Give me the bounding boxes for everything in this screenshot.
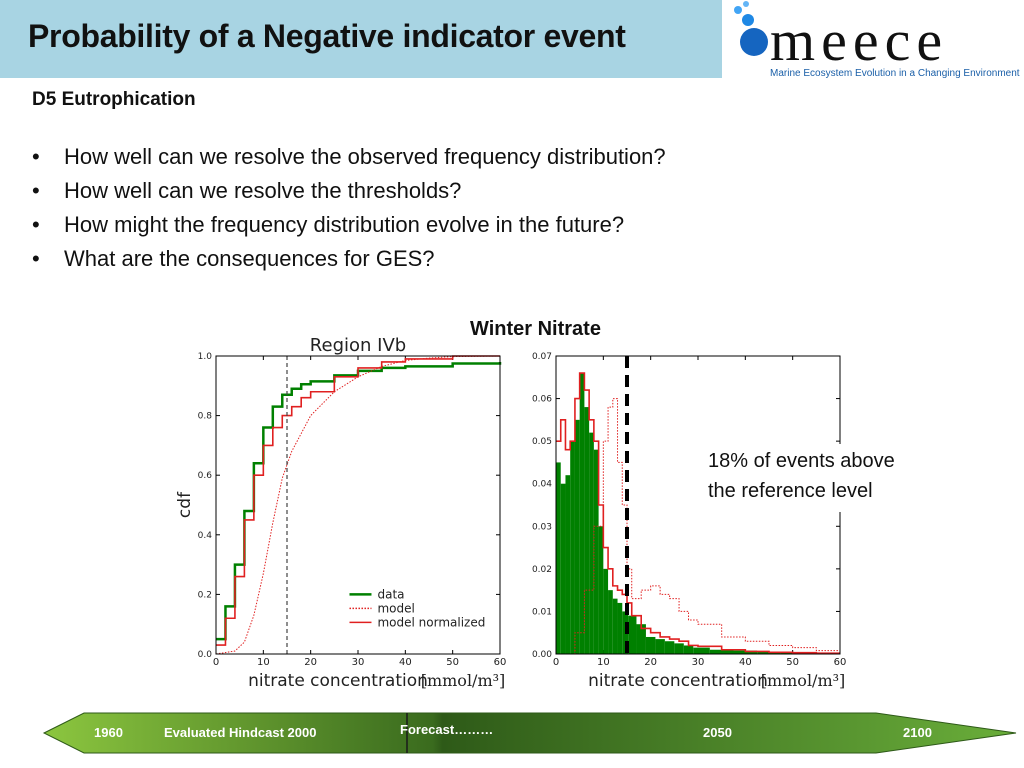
timeline-label: Evaluated Hindcast 2000 xyxy=(164,725,317,740)
x-tick-label: 0 xyxy=(553,657,559,668)
histogram-bar xyxy=(733,650,758,654)
cdf-chart: Region IVb 0 10 20 30 40 50 60 0.0 0.2 0.4 0.6 0.8 1.… xyxy=(175,335,506,691)
histogram-bar xyxy=(560,483,566,654)
histogram-bar xyxy=(617,602,623,654)
page-title: Probability of a Negative indicator even… xyxy=(28,18,626,54)
histogram-bar xyxy=(598,526,604,654)
histogram-bar xyxy=(636,624,646,654)
y-tick-label: 0.05 xyxy=(532,437,552,447)
x-tick-label: 40 xyxy=(739,657,752,668)
series-line xyxy=(556,372,840,654)
x-tick-label: 40 xyxy=(399,657,412,668)
y-tick-label: 0.4 xyxy=(198,531,213,541)
timeline-label: 1960 xyxy=(94,725,123,740)
timeline-shape xyxy=(42,712,1017,754)
legend-label: model xyxy=(377,601,414,615)
histogram-bar xyxy=(709,649,734,654)
plot-frame xyxy=(215,355,501,655)
chart-title: Region IVb xyxy=(310,335,406,356)
histogram-bar xyxy=(584,407,590,654)
x-tick-label: 0 xyxy=(213,657,219,668)
y-tick-label: 1.0 xyxy=(198,352,213,362)
histogram-bar xyxy=(593,449,599,654)
x-tick-label: 20 xyxy=(644,657,657,668)
y-tick-label: 0.01 xyxy=(532,607,552,617)
list-item: • How might the frequency distribution ev… xyxy=(32,212,625,237)
annotation-line: 18% of events above xyxy=(708,450,895,472)
histogram-bar xyxy=(556,462,561,654)
logo-bubble xyxy=(743,1,749,7)
x-tick-label: 50 xyxy=(446,657,459,668)
timeline-label: 2050 xyxy=(703,725,732,740)
timeline-arrow xyxy=(42,712,1017,754)
y-tick-label: 0.00 xyxy=(532,650,552,660)
x-axis-units: [mmol/m³] xyxy=(761,671,846,690)
legend-label: model normalized xyxy=(377,615,485,629)
x-tick-label: 10 xyxy=(257,657,270,668)
x-tick-label: 10 xyxy=(597,657,610,668)
legend-label: data xyxy=(377,587,404,601)
histogram-bar xyxy=(693,647,710,654)
list-item: • How well can we resolve the observed fr… xyxy=(32,144,666,169)
x-tick-label: 30 xyxy=(352,657,365,668)
series-line xyxy=(565,398,841,655)
logo-bubble xyxy=(734,6,742,14)
y-tick-label: 0.02 xyxy=(532,565,552,575)
x-tick-label: 60 xyxy=(834,657,847,668)
list-item: • How well can we resolve the thresholds? xyxy=(32,178,462,203)
histogram-bar xyxy=(589,432,594,654)
histogram-bar xyxy=(674,643,684,654)
histogram-bar xyxy=(664,641,675,654)
timeline-label: 2100 xyxy=(903,725,932,740)
histogram-bar xyxy=(574,419,580,654)
series-line xyxy=(215,355,501,655)
meece-logo: meece Marine Ecosystem Evolution in a Ch… xyxy=(734,1,1020,79)
series-line xyxy=(216,361,502,641)
x-tick-label: 20 xyxy=(304,657,317,668)
section-title: D5 Eutrophication xyxy=(32,89,196,110)
figure-title: Winter Nitrate xyxy=(470,318,601,340)
histogram-chart: 0 10 20 30 40 50 60 0.00 0.01 0.02 0.03 0.04 0.05 0.0… xyxy=(532,352,846,691)
y-tick-label: 0.2 xyxy=(198,590,212,600)
bullet-list: • How well can we resolve the observed fr… xyxy=(28,140,666,276)
x-tick-label: 50 xyxy=(786,657,799,668)
x-axis-label: nitrate concentration xyxy=(588,671,768,691)
y-tick-label: 0.03 xyxy=(532,522,552,532)
timeline-label: Forecast……… xyxy=(400,722,494,737)
annotation-box: 18% of events above the reference level xyxy=(700,444,936,512)
list-item: • What are the consequences for GES? xyxy=(32,246,435,271)
x-axis-label: nitrate concentration xyxy=(248,671,428,691)
histogram-bar xyxy=(655,639,665,654)
y-tick-label: 0.06 xyxy=(532,395,552,405)
x-tick-label: 30 xyxy=(692,657,705,668)
y-tick-label: 0.8 xyxy=(198,412,213,422)
y-tick-label: 0.6 xyxy=(198,471,213,481)
logo-text: meece xyxy=(770,8,948,73)
logo-tagline: Marine Ecosystem Evolution in a Changing… xyxy=(770,68,1020,79)
histogram-bar xyxy=(628,615,637,654)
histogram-bar xyxy=(565,475,571,654)
histogram-bar xyxy=(603,568,609,654)
histogram-bar xyxy=(683,645,694,654)
y-tick-label: 0.04 xyxy=(532,480,552,490)
title-bar xyxy=(0,0,722,78)
y-tick-label: 0.07 xyxy=(532,352,552,362)
y-tick-label: 0.0 xyxy=(198,650,213,660)
histogram-bar xyxy=(645,636,656,654)
logo-bubble xyxy=(742,14,754,26)
x-tick-label: 60 xyxy=(494,657,507,668)
annotation-line: the reference level xyxy=(708,480,873,502)
histogram-bar xyxy=(608,590,613,654)
histogram-bar xyxy=(579,373,585,654)
x-axis-units: [mmol/m³] xyxy=(421,671,506,690)
logo-bubble xyxy=(740,28,768,56)
histogram-bar xyxy=(570,441,575,654)
series-line xyxy=(216,355,500,646)
histogram-bar xyxy=(612,598,618,654)
y-axis-label: cdf xyxy=(175,491,195,518)
